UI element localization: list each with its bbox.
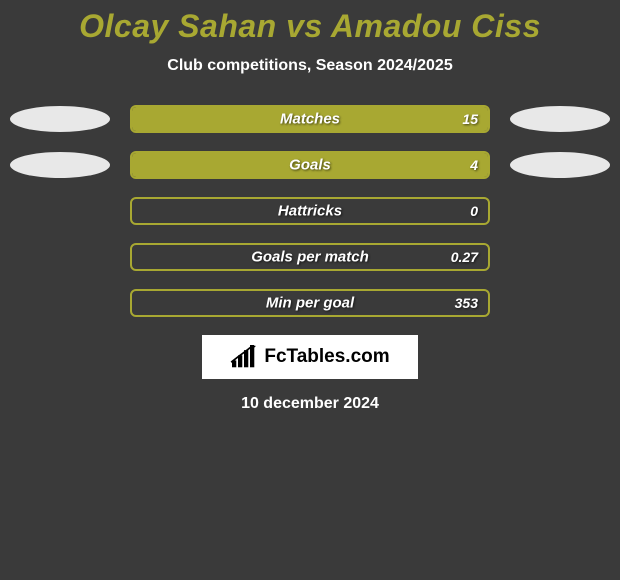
stat-bar: Hattricks0 bbox=[130, 197, 490, 225]
logo-text: FcTables.com bbox=[264, 346, 389, 368]
stat-bar: Min per goal353 bbox=[130, 289, 490, 317]
stat-label: Matches bbox=[132, 111, 488, 128]
stat-row: Hattricks0 bbox=[0, 197, 620, 225]
stat-value: 0 bbox=[470, 203, 478, 219]
player-right-marker bbox=[510, 152, 610, 178]
stat-label: Goals per match bbox=[132, 249, 488, 266]
stat-label: Min per goal bbox=[132, 295, 488, 312]
player-left-marker bbox=[10, 152, 110, 178]
stat-bar: Goals per match0.27 bbox=[130, 243, 490, 271]
stat-row: Goals4 bbox=[0, 151, 620, 179]
stat-label: Goals bbox=[132, 157, 488, 174]
date-text: 10 december 2024 bbox=[0, 395, 620, 413]
stat-row: Matches15 bbox=[0, 105, 620, 133]
player-right-marker bbox=[510, 106, 610, 132]
bars-icon bbox=[230, 345, 258, 369]
stat-label: Hattricks bbox=[132, 203, 488, 220]
stat-row: Min per goal353 bbox=[0, 289, 620, 317]
stat-value: 0.27 bbox=[451, 249, 478, 265]
stat-value: 353 bbox=[455, 295, 478, 311]
stat-bars: Matches15 Goals4 Hattricks0 Goals per match… bbox=[0, 105, 620, 317]
stat-value: 15 bbox=[462, 111, 478, 127]
stat-row: Goals per match0.27 bbox=[0, 243, 620, 271]
logo-box: FcTables.com bbox=[202, 335, 418, 379]
comparison-card: Olcay Sahan vs Amadou Ciss Club competit… bbox=[0, 0, 620, 413]
page-title: Olcay Sahan vs Amadou Ciss bbox=[0, 8, 620, 45]
player-left-marker bbox=[10, 106, 110, 132]
stat-value: 4 bbox=[470, 157, 478, 173]
stat-bar: Goals4 bbox=[130, 151, 490, 179]
stat-bar: Matches15 bbox=[130, 105, 490, 133]
page-subtitle: Club competitions, Season 2024/2025 bbox=[0, 57, 620, 75]
